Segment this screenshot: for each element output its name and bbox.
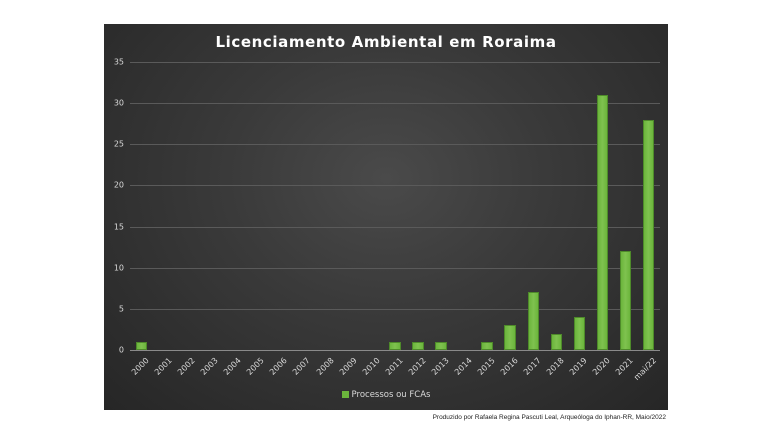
x-tick-label: 2012 bbox=[406, 356, 428, 377]
plot-area: 0 5 10 15 20 25 30 35 2000 2001 2002 2003 2004 2005 20… bbox=[114, 58, 660, 382]
bar bbox=[642, 119, 655, 350]
gridline bbox=[130, 226, 660, 228]
x-tick-label: 2005 bbox=[245, 356, 267, 377]
x-tick-label: 2009 bbox=[337, 356, 359, 377]
x-tick-label: 2017 bbox=[521, 356, 543, 377]
gridline bbox=[130, 62, 660, 63]
x-tick-label: mai/22 bbox=[631, 356, 658, 383]
x-tick-label: 2003 bbox=[199, 356, 221, 377]
bar bbox=[619, 251, 632, 350]
x-tick-label: 2011 bbox=[383, 356, 405, 377]
x-tick-label: 2002 bbox=[176, 356, 197, 377]
bar bbox=[412, 341, 424, 350]
gridline bbox=[130, 144, 660, 146]
x-tick-label: 2019 bbox=[567, 356, 589, 377]
y-tick-label: 25 bbox=[113, 139, 124, 149]
y-tick-label: 35 bbox=[113, 57, 124, 67]
chart-title: Licenciamento Ambiental em Roraima bbox=[215, 33, 557, 51]
x-tick-label: 2006 bbox=[268, 356, 290, 377]
x-tick-label: 2016 bbox=[498, 356, 520, 377]
legend-label: Processos ou FCAs bbox=[351, 390, 431, 400]
bar bbox=[573, 317, 586, 350]
legend-swatch bbox=[341, 391, 349, 398]
bar bbox=[550, 333, 563, 350]
y-tick-label: 5 bbox=[118, 304, 124, 314]
y-tick-label: 0 bbox=[118, 345, 124, 355]
y-tick-label: 10 bbox=[113, 263, 124, 273]
bar bbox=[481, 341, 493, 350]
gridline bbox=[130, 308, 660, 310]
x-tick-label: 2008 bbox=[314, 356, 336, 377]
x-tick-label: 2013 bbox=[429, 356, 451, 377]
x-tick-label: 2007 bbox=[291, 356, 313, 377]
y-tick-label: 30 bbox=[113, 98, 124, 108]
x-tick-label: 2015 bbox=[475, 356, 497, 377]
x-tick-label: 2010 bbox=[360, 356, 382, 377]
chart-panel: Licenciamento Ambiental em Roraima 0 5 10 1… bbox=[104, 24, 668, 410]
bar bbox=[135, 341, 148, 350]
x-tick-label: 2001 bbox=[153, 356, 174, 377]
gridline bbox=[130, 267, 660, 269]
credit-text: Produzido por Rafaela Regina Pascuti Lea… bbox=[432, 414, 666, 421]
x-axis-line bbox=[130, 350, 660, 351]
x-tick-label: 2018 bbox=[544, 356, 566, 377]
x-tick-label: 2000 bbox=[130, 356, 151, 377]
bar bbox=[527, 292, 540, 350]
x-tick-label: 2020 bbox=[591, 356, 612, 377]
gridline bbox=[130, 103, 660, 105]
legend: Processos ou FCAs bbox=[104, 390, 668, 400]
bar bbox=[596, 94, 609, 350]
x-tick-label: 2004 bbox=[222, 356, 244, 377]
y-tick-label: 15 bbox=[113, 222, 124, 232]
y-tick-label: 20 bbox=[113, 180, 124, 190]
x-tick-label: 2014 bbox=[452, 356, 474, 377]
bar bbox=[389, 341, 401, 350]
gridline bbox=[130, 185, 660, 187]
x-tick-label: 2021 bbox=[614, 356, 635, 377]
bar bbox=[504, 325, 516, 350]
bar bbox=[435, 341, 447, 350]
